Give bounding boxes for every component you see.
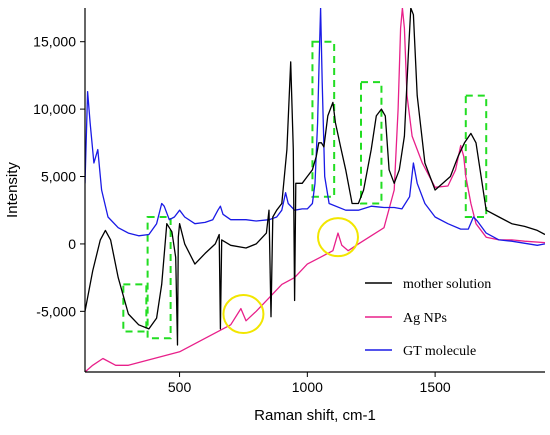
x-axis-title: Raman shift, cm-1 [254,407,376,424]
series-line-mother-solution [85,8,545,346]
y-tick-layer: -5,000 0 5,000 10,000 15,000 [33,34,85,319]
series-line-ag-nps [85,8,545,372]
legend-label-gt-molecule: GT molecule [403,344,476,359]
dashed-box-5 [464,94,488,218]
series-line-gt-molecule [85,8,545,246]
x-tick-label-1500: 1500 [420,379,451,395]
y-tick-label-10000: 10,000 [33,101,76,117]
legend-label-mother-solution: mother solution [403,277,491,292]
circle-layer [222,217,359,335]
y-axis-title: Intensity [4,162,21,218]
y-tick-label-5000: 5,000 [41,169,76,185]
dashed-box-3 [311,40,336,198]
dashed-box-2 [146,215,172,340]
legend-label-ag-nps: Ag NPs [403,311,447,326]
x-tick-layer: 500 1000 1500 [168,372,451,395]
y-tick-label-0: 0 [68,236,76,252]
dashed-box-4 [360,81,383,205]
axes-layer [84,8,545,373]
x-tick-label-1000: 1000 [292,379,323,395]
series-layer [85,8,545,372]
dashed-box-layer [122,40,488,340]
y-tick-label--5000: -5,000 [36,303,76,319]
highlight-circle-1 [222,294,265,335]
y-tick-label-15000: 15,000 [33,34,76,50]
legend: mother solution Ag NPs GT molecule [365,277,491,359]
x-tick-label-500: 500 [168,379,192,395]
highlight-circle-2 [317,217,359,258]
